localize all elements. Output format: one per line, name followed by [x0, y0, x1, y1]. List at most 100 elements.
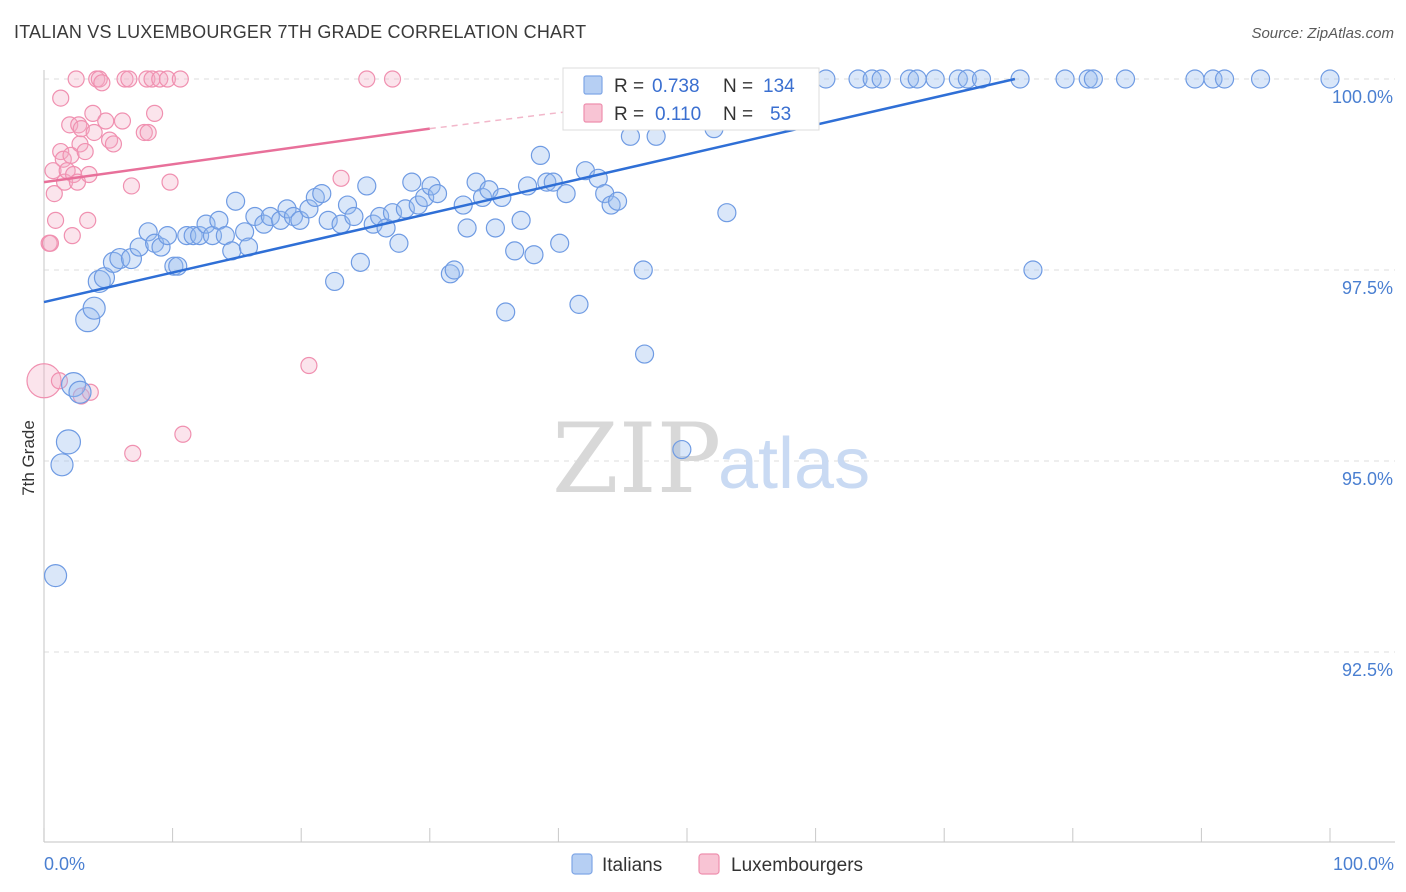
italians-point: [907, 69, 927, 89]
luxembourgers-point: [97, 112, 115, 130]
luxembourgers-point: [300, 356, 318, 375]
luxembourgers-point: [84, 104, 102, 122]
italians-point: [444, 260, 464, 280]
grid-lines: [44, 78, 1395, 653]
italians-point: [427, 184, 448, 204]
stats-swatch-luxembourgers: [583, 103, 603, 123]
stats-r-value-luxembourgers: 0.110: [655, 104, 701, 125]
italians-point: [556, 184, 576, 204]
italians-point: [68, 380, 92, 404]
chart-title: ITALIAN VS LUXEMBOURGER 7TH GRADE CORREL…: [14, 22, 586, 42]
luxembourgers-point: [145, 104, 164, 122]
luxembourgers-point: [158, 70, 177, 88]
italians-point: [102, 251, 125, 273]
italians-point: [524, 245, 544, 265]
luxembourgers-point: [383, 70, 402, 88]
luxembourgers-point: [358, 70, 376, 88]
luxembourgers-point: [50, 372, 69, 390]
italians-point: [357, 176, 377, 196]
italians-point: [1214, 69, 1235, 89]
watermark-atlas: atlas: [718, 424, 870, 504]
italians-point: [277, 199, 297, 219]
italians-point: [75, 307, 101, 333]
italians-point: [1185, 69, 1205, 89]
italians-point: [299, 199, 319, 219]
luxembourgers-point: [124, 444, 142, 462]
y-tick-label: 95.0%: [1342, 469, 1393, 489]
italians-point: [183, 226, 203, 246]
italians-point: [82, 296, 106, 320]
italians-point: [925, 69, 945, 89]
watermark: ZIP atlas: [552, 403, 870, 515]
luxembourgers-point: [41, 234, 60, 252]
watermark-zip: ZIP: [552, 403, 721, 515]
legend-swatch-luxembourgers: [698, 853, 720, 875]
italians-point: [312, 184, 332, 204]
italians-point: [1115, 69, 1136, 89]
italians-point: [408, 195, 428, 215]
italians-point: [971, 69, 992, 89]
italians-trend-line: [43, 77, 1016, 304]
italians-point: [235, 222, 255, 242]
trend-lines: [43, 77, 1016, 304]
italians-point: [530, 145, 550, 165]
italians-point: [43, 563, 68, 588]
luxembourgers-point: [85, 123, 103, 142]
italians-point: [318, 210, 338, 230]
x-axis-ticks: [43, 828, 1331, 842]
italians-point: [120, 247, 143, 270]
stats-r-value-italians: 0.738: [652, 76, 700, 97]
italians-point: [389, 233, 409, 253]
italians-point: [157, 226, 178, 246]
legend-label-luxembourgers: Luxembourgers: [731, 855, 863, 876]
y-tick-labels: 100.0% 97.5% 95.0% 92.5%: [1332, 87, 1393, 680]
italians-point: [1320, 69, 1340, 89]
series-legend: Italians Luxembourgers: [571, 853, 863, 876]
x-tick-label-min: 0.0%: [44, 854, 85, 874]
stats-swatch-italians: [583, 75, 603, 95]
source-credit: Source: ZipAtlas.com: [1251, 25, 1394, 42]
luxembourgers-point: [138, 70, 156, 88]
italians-point: [511, 210, 531, 230]
italians-point: [440, 264, 460, 284]
luxembourgers-trend-extension: [429, 108, 585, 130]
italians-point: [485, 218, 505, 238]
luxembourgers-points: [26, 70, 402, 462]
italians-point: [634, 344, 655, 364]
italians-point: [60, 372, 87, 398]
italians-point: [1083, 69, 1103, 89]
luxembourgers-point: [113, 112, 132, 130]
luxembourgers-point: [72, 120, 90, 138]
stats-n-value-italians: 134: [763, 76, 795, 97]
italians-point: [899, 69, 920, 89]
luxembourgers-trend-line: [43, 127, 430, 184]
italians-point: [633, 260, 653, 280]
luxembourgers-point: [76, 142, 94, 161]
luxembourgers-point: [161, 173, 179, 191]
luxembourgers-point: [93, 74, 111, 92]
axes: [43, 70, 1395, 843]
luxembourgers-point: [44, 162, 62, 180]
italians-point: [496, 302, 516, 322]
italians-point: [344, 206, 364, 227]
italians-point: [50, 453, 74, 477]
italians-point: [1023, 260, 1043, 280]
stats-r-label-italians: R =: [614, 76, 644, 97]
italians-point: [672, 439, 692, 460]
italians-point: [226, 191, 246, 211]
stats-n-value-luxembourgers: 53: [770, 104, 791, 125]
italians-point: [569, 294, 589, 314]
italians-point: [260, 206, 280, 227]
y-axis-label: 7th Grade: [19, 420, 38, 496]
stats-n-label-italians: N =: [723, 76, 753, 97]
italians-point: [871, 69, 891, 89]
luxembourgers-point: [135, 123, 153, 142]
y-tick-label: 92.5%: [1342, 660, 1393, 680]
italians-point: [421, 176, 441, 196]
italians-point: [337, 195, 358, 215]
luxembourgers-point: [45, 185, 63, 203]
italians-point: [196, 214, 216, 234]
italians-point: [151, 237, 171, 257]
luxembourgers-point: [62, 146, 80, 164]
